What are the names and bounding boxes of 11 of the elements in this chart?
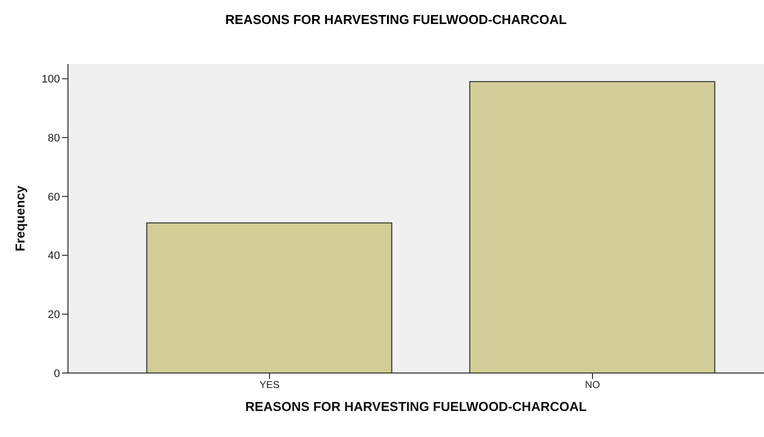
y-tick-label: 40 [48, 250, 60, 262]
chart-title: REASONS FOR HARVESTING FUELWOOD-CHARCOAL [224, 11, 568, 29]
y-tick-label: 60 [48, 191, 60, 204]
x-axis-title: REASONS FOR HARVESTING FUELWOOD-CHARCOAL [245, 399, 587, 414]
x-tick-label: YES [259, 380, 280, 392]
y-tick-label: 80 [48, 132, 60, 144]
y-axis-title: Frequency [12, 184, 28, 252]
y-tick-label: 0 [54, 368, 60, 380]
x-tick-label: NO [585, 380, 600, 392]
y-tick-label: 100 [42, 74, 60, 86]
y-tick-label: 20 [48, 309, 60, 322]
